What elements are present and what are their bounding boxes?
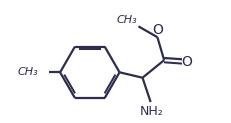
Text: O: O <box>181 54 192 69</box>
Text: CH₃: CH₃ <box>18 67 39 77</box>
Text: O: O <box>153 23 164 37</box>
Text: NH₂: NH₂ <box>140 105 164 118</box>
Text: CH₃: CH₃ <box>116 15 137 25</box>
